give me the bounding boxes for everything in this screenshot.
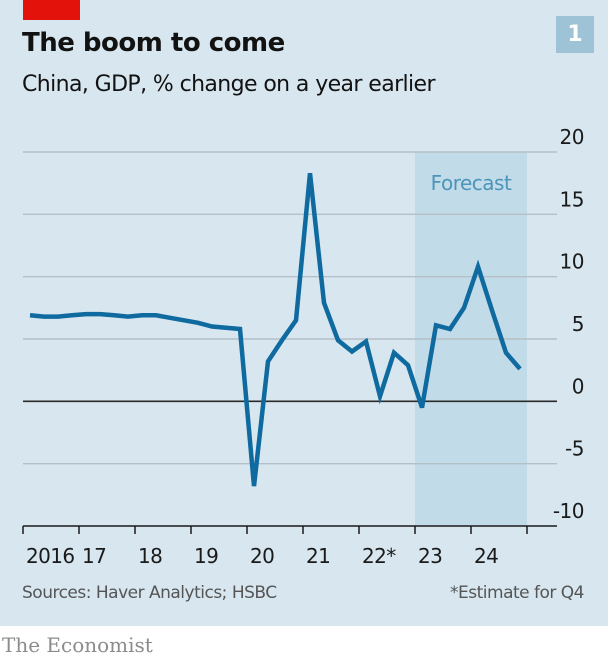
x-tick-label: 19 — [194, 544, 218, 568]
x-tick-label: 24 — [474, 544, 498, 568]
source-note: Sources: Haver Analytics; HSBC — [22, 583, 277, 603]
x-tick-label: 20 — [250, 544, 274, 568]
chart-subtitle: China, GDP, % change on a year earlier — [22, 72, 436, 97]
y-tick-label: 5 — [572, 312, 584, 336]
gdp-series-line — [29, 172, 522, 487]
x-tick-label: 2016 — [26, 544, 75, 568]
y-tick-label: 20 — [560, 125, 584, 149]
line-chart: Forecast 20 15 10 5 0 -5 -10 2016 17 18 19 20 21 22* 2… — [22, 125, 585, 568]
footnote: *Estimate for Q4 — [450, 583, 584, 603]
economist-red-tag — [23, 0, 80, 20]
y-tick-label: 0 — [572, 374, 584, 398]
y-tick-label: -10 — [553, 499, 584, 523]
y-tick-label: 10 — [560, 250, 584, 274]
y-tick-label: -5 — [565, 437, 584, 461]
x-tick-label: 18 — [138, 544, 162, 568]
x-tick-label: 21 — [306, 544, 330, 568]
chart-title: The boom to come — [22, 28, 285, 58]
x-tick-label: 17 — [82, 544, 106, 568]
x-tick-label: 22* — [362, 544, 396, 568]
y-tick-label: 15 — [560, 187, 584, 211]
chart-number-badge: 1 — [556, 16, 594, 53]
forecast-label: Forecast — [431, 171, 512, 195]
economist-brand: The Economist — [2, 633, 153, 657]
x-tick-label: 23 — [418, 544, 442, 568]
